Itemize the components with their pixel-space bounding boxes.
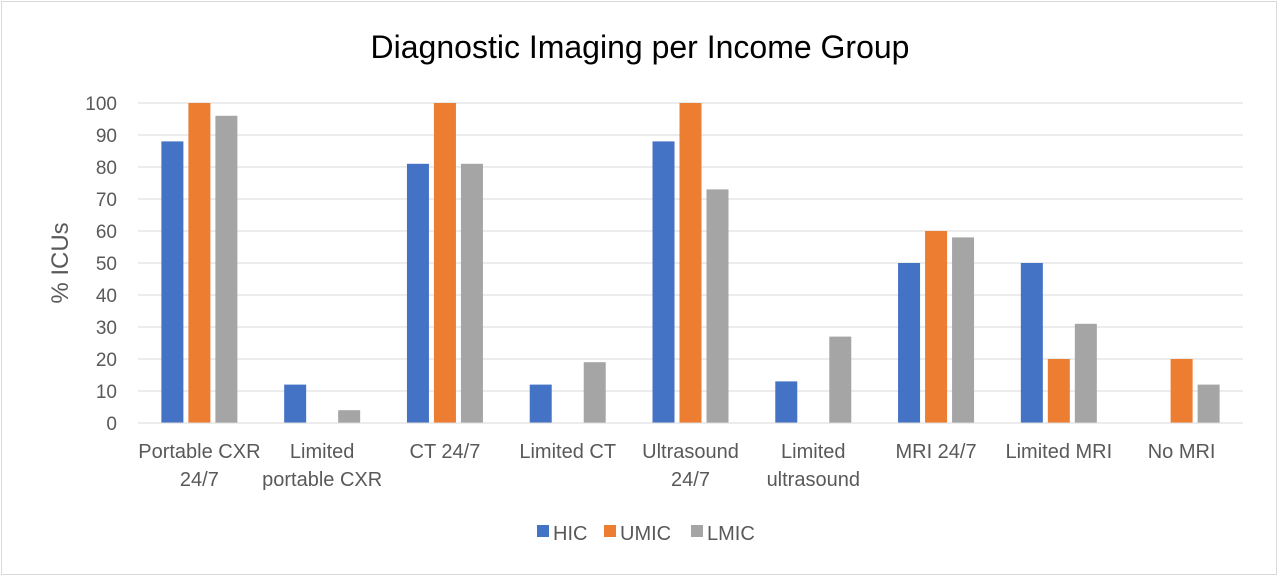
legend-label-lmic: LMIC — [707, 523, 755, 545]
y-tick-label: 20 — [96, 350, 117, 371]
y-tick-label: 10 — [96, 382, 117, 403]
x-category-label: Limited — [290, 441, 354, 463]
bar-lmic-6 — [952, 237, 975, 423]
bar-hic-3 — [529, 384, 552, 423]
x-category-label: Limited — [781, 441, 845, 463]
bar-lmic-2 — [460, 163, 483, 424]
bar-umic-2 — [433, 103, 456, 423]
y-tick-label: 60 — [96, 222, 117, 243]
y-tick-label: 0 — [106, 414, 117, 435]
legend: HIC UMIC LMIC — [537, 523, 755, 545]
bar-lmic-1 — [338, 410, 361, 423]
legend-swatch-umic — [604, 525, 616, 537]
x-category-label: CT 24/7 — [410, 441, 481, 463]
x-category-label: No MRI — [1148, 441, 1216, 463]
x-category-label: MRI 24/7 — [895, 441, 976, 463]
bar-lmic-8 — [1197, 384, 1220, 423]
bar-umic-0 — [188, 103, 211, 423]
x-category-label: Portable CXR — [138, 441, 260, 463]
x-category-label: ultrasound — [767, 469, 860, 491]
bar-hic-6 — [898, 263, 921, 423]
bar-umic-4 — [679, 103, 702, 423]
x-category-label: 24/7 — [671, 469, 710, 491]
bar-umic-6 — [925, 231, 948, 423]
x-category-label: Ultrasound — [642, 441, 739, 463]
bars — [161, 103, 1220, 424]
legend-label-umic: UMIC — [620, 523, 671, 545]
x-category-label: 24/7 — [180, 469, 219, 491]
bar-umic-8 — [1170, 359, 1193, 423]
bar-lmic-5 — [829, 336, 852, 423]
y-axis-ticks: 0 10 20 30 40 50 60 70 80 90 100 — [85, 94, 117, 435]
chart-title: Diagnostic Imaging per Income Group — [371, 29, 910, 65]
legend-swatch-hic — [537, 525, 549, 537]
bar-hic-4 — [652, 141, 675, 423]
bar-lmic-0 — [215, 115, 238, 424]
y-tick-label: 70 — [96, 190, 117, 211]
bar-hic-1 — [284, 384, 307, 423]
x-category-label: Limited CT — [519, 441, 616, 463]
bar-lmic-3 — [583, 362, 606, 423]
bar-hic-5 — [775, 381, 798, 423]
bar-lmic-4 — [706, 189, 729, 423]
bar-lmic-7 — [1074, 323, 1097, 423]
y-tick-label: 50 — [96, 254, 117, 275]
bar-umic-7 — [1047, 359, 1070, 423]
x-axis-categories: Portable CXR 24/7 Limited portable CXR CT 24… — [138, 441, 1215, 491]
y-tick-label: 90 — [96, 126, 117, 147]
bar-hic-7 — [1020, 263, 1043, 423]
legend-label-hic: HIC — [553, 523, 587, 545]
bar-hic-2 — [406, 163, 429, 424]
x-category-label: Limited MRI — [1005, 441, 1112, 463]
bar-hic-0 — [161, 141, 184, 423]
x-category-label: portable CXR — [262, 469, 382, 491]
y-axis-label: % ICUs — [47, 222, 74, 303]
y-tick-label: 40 — [96, 286, 117, 307]
y-tick-label: 30 — [96, 318, 117, 339]
legend-swatch-lmic — [691, 525, 703, 537]
y-tick-label: 80 — [96, 158, 117, 179]
y-tick-label: 100 — [85, 94, 117, 115]
